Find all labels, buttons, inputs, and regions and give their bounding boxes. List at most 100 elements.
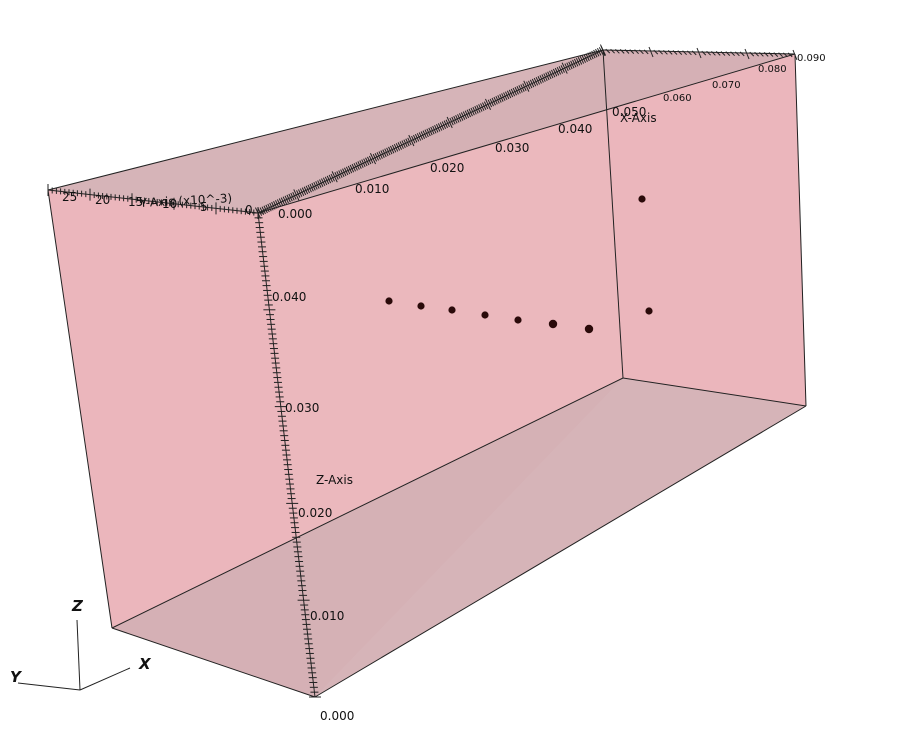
x-tick — [397, 142, 402, 150]
x-tick — [363, 158, 368, 167]
z-tick-label: 0.000 — [320, 709, 354, 723]
edge-right-vertical — [794, 53, 807, 407]
x-tick — [338, 170, 343, 178]
x-tick-label: 0.080 — [758, 64, 787, 75]
x-tick — [663, 49, 668, 55]
x-tick — [783, 52, 788, 58]
x-tick — [290, 192, 295, 201]
x-tick — [658, 49, 663, 55]
x-tick — [491, 97, 496, 106]
x-tick — [701, 50, 707, 56]
x-axis-tick-labels: 0.000 0.010 0.020 0.030 0.040 0.050 0.060 0.070… — [278, 53, 826, 221]
x-tick — [411, 135, 416, 144]
x-tick — [648, 46, 654, 58]
x-tick — [549, 70, 554, 79]
x-tick — [380, 150, 385, 158]
x-tick — [558, 66, 563, 74]
x-tick — [342, 168, 347, 177]
x-tick — [551, 69, 556, 78]
x-tick — [691, 50, 697, 56]
x-tick — [560, 65, 565, 73]
x-tick — [267, 203, 272, 212]
data-point — [481, 311, 489, 319]
x-tick-label: 0.060 — [663, 93, 692, 104]
x-tick — [792, 49, 798, 61]
triad-y-axis-line — [17, 682, 81, 691]
x-tick — [725, 51, 731, 56]
edge-bottom-back — [622, 377, 807, 407]
x-tick — [564, 63, 569, 72]
data-point — [514, 316, 522, 324]
x-tick — [634, 49, 639, 55]
x-tick — [589, 51, 594, 60]
x-tick — [522, 83, 527, 91]
x-tick — [399, 141, 404, 149]
x-tick — [453, 115, 458, 124]
x-tick — [280, 197, 286, 206]
x-tick — [672, 50, 678, 55]
x-tick — [443, 120, 448, 129]
x-tick — [315, 181, 320, 189]
x-tick — [336, 171, 341, 179]
x-tick — [276, 199, 282, 207]
x-tick — [401, 140, 406, 149]
x-tick — [526, 81, 531, 90]
x-tick — [344, 167, 349, 176]
z-tick-label: 0.030 — [285, 401, 319, 415]
x-tick — [682, 50, 687, 56]
x-tick — [271, 201, 276, 210]
x-tick — [286, 194, 291, 203]
edge-back-vertical — [602, 49, 624, 379]
data-point — [448, 306, 456, 314]
x-tick — [585, 53, 590, 62]
x-tick — [460, 112, 466, 120]
x-tick — [307, 184, 312, 193]
x-tick — [643, 49, 649, 55]
x-tick — [282, 196, 287, 205]
x-tick — [347, 165, 353, 174]
x-tick — [600, 45, 606, 57]
x-tick — [353, 162, 358, 171]
z-tick-label: 0.020 — [298, 506, 332, 520]
x-tick-label: 0.020 — [430, 161, 464, 175]
edge-top-left — [47, 49, 604, 191]
x-tick-label: 0.010 — [355, 182, 389, 196]
x-tick — [505, 91, 510, 100]
triad-z-label: Z — [71, 597, 84, 615]
x-tick — [570, 60, 575, 69]
x-tick — [334, 172, 339, 180]
x-tick — [357, 161, 362, 169]
x-tick — [605, 48, 611, 54]
x-tick — [754, 51, 759, 57]
x-tick — [545, 72, 550, 81]
x-tick — [278, 198, 284, 206]
x-tick — [376, 152, 381, 160]
x-tick — [487, 99, 493, 108]
x-tick — [554, 67, 560, 76]
x-tick — [598, 47, 604, 55]
x-tick — [516, 86, 521, 94]
x-tick — [298, 189, 303, 197]
z-axis-ticks — [252, 212, 321, 698]
floor — [112, 378, 806, 697]
data-point — [638, 195, 646, 203]
x-tick-label: 0.040 — [558, 122, 592, 136]
x-tick — [372, 153, 378, 162]
x-tick — [711, 50, 716, 56]
x-tick — [474, 105, 479, 114]
orientation-triad: Z Y X — [10, 597, 152, 691]
edge-bottom-right — [314, 405, 807, 698]
y-tick-label: 10 — [162, 197, 177, 211]
x-tick-label: 0.050 — [612, 105, 646, 119]
triad-x-axis-line — [79, 667, 131, 691]
x-tick — [476, 105, 481, 113]
x-tick — [561, 62, 568, 74]
y-tick-label: 5 — [200, 200, 208, 214]
x-tick — [288, 193, 293, 202]
x-tick — [445, 119, 450, 128]
x-tick — [597, 47, 602, 56]
x-tick — [541, 74, 546, 82]
x-tick — [275, 200, 280, 208]
